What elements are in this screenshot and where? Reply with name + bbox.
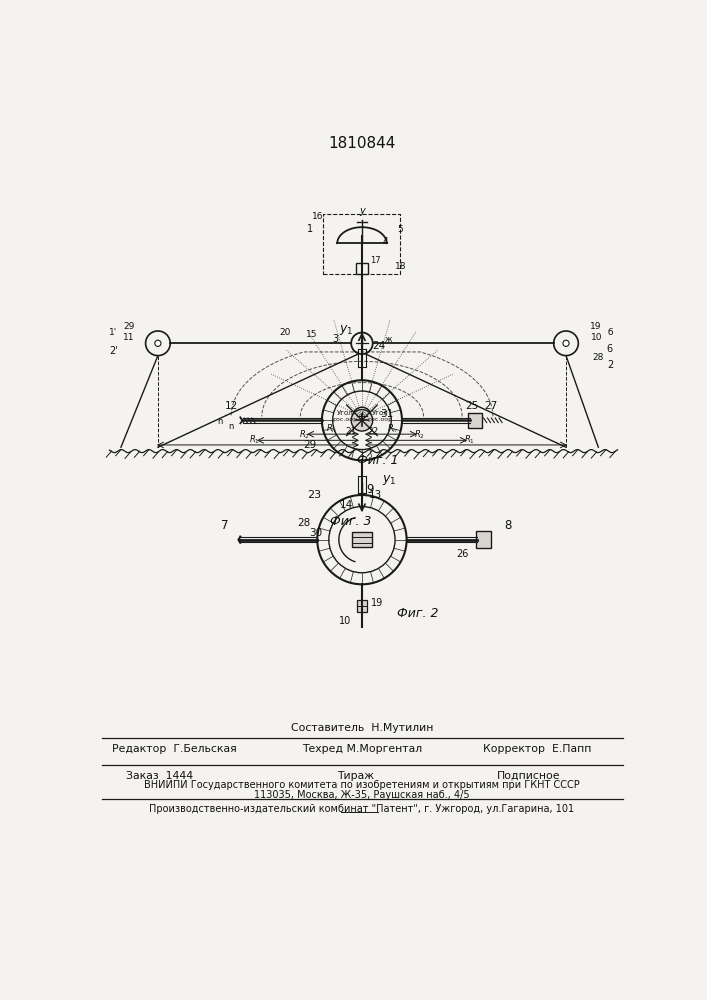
Text: Угол: Угол — [372, 410, 389, 416]
Bar — [357, 600, 366, 612]
Text: n: n — [228, 422, 234, 431]
Text: 9: 9 — [366, 483, 373, 496]
Text: Редактор  Г.Бельская: Редактор Г.Бельская — [112, 744, 238, 754]
Text: 26: 26 — [456, 549, 468, 559]
Text: рос.оор: рос.оор — [368, 417, 393, 422]
Text: $R_n$: $R_n$ — [326, 422, 337, 435]
Text: 21: 21 — [346, 427, 357, 436]
Text: 29: 29 — [123, 322, 134, 331]
Text: 6: 6 — [607, 344, 613, 354]
Text: 20: 20 — [279, 328, 291, 337]
Text: 30: 30 — [309, 528, 322, 538]
Text: 28: 28 — [298, 518, 311, 528]
Text: 14: 14 — [340, 500, 354, 510]
Text: 10: 10 — [591, 333, 602, 342]
Text: 5: 5 — [397, 225, 403, 234]
Text: Техред М.Моргентал: Техред М.Моргентал — [302, 744, 422, 754]
Text: 16: 16 — [312, 212, 323, 221]
Text: 2': 2' — [109, 346, 117, 356]
Bar — [476, 531, 491, 548]
Text: ВНИИПИ Государственного комитета по изобретениям и открытиям при ГКНТ СССР: ВНИИПИ Государственного комитета по изоб… — [144, 780, 580, 790]
Text: 28: 28 — [592, 353, 604, 362]
Text: 23: 23 — [307, 490, 321, 500]
Text: 22: 22 — [367, 427, 378, 436]
Text: 1: 1 — [307, 224, 312, 234]
Text: б: б — [607, 328, 613, 337]
Text: $y_1$: $y_1$ — [382, 473, 396, 487]
Text: $R_2$: $R_2$ — [299, 428, 310, 441]
Text: 1': 1' — [109, 328, 117, 337]
Text: Фиг. 1: Фиг. 1 — [356, 454, 398, 467]
Bar — [356, 263, 368, 274]
Text: 27: 27 — [485, 401, 498, 411]
Text: 24: 24 — [373, 341, 385, 351]
Text: ж: ж — [385, 335, 392, 344]
Text: Фиг. 3: Фиг. 3 — [329, 515, 371, 528]
Text: 18: 18 — [395, 262, 407, 271]
Text: 2: 2 — [607, 360, 613, 370]
Text: $y_1$: $y_1$ — [339, 323, 354, 337]
Text: 7: 7 — [221, 519, 228, 532]
Text: $R_n$: $R_n$ — [387, 422, 398, 435]
Text: Подписное: Подписное — [497, 771, 561, 781]
Text: 19: 19 — [371, 598, 383, 608]
Circle shape — [563, 340, 569, 346]
Text: 10: 10 — [339, 616, 351, 626]
Text: 1810844: 1810844 — [328, 136, 396, 151]
Text: 15: 15 — [306, 330, 317, 339]
Text: 17: 17 — [370, 256, 381, 265]
Text: Заказ  1444: Заказ 1444 — [126, 771, 193, 781]
Text: 3: 3 — [332, 334, 338, 344]
Text: $R_1$: $R_1$ — [249, 434, 259, 446]
Text: 4: 4 — [382, 237, 388, 246]
Text: Производственно-издательский комбинат "Патент", г. Ужгород, ул.Гагарина, 101: Производственно-издательский комбинат "П… — [149, 804, 575, 814]
Text: Угол: Угол — [337, 410, 354, 416]
Text: Фиг. 2: Фиг. 2 — [397, 607, 438, 620]
Text: Тираж: Тираж — [337, 771, 374, 781]
Text: 31: 31 — [380, 409, 393, 419]
Text: $R_1$: $R_1$ — [464, 434, 475, 446]
Text: $R_2$: $R_2$ — [414, 428, 425, 441]
Text: Составитель  Н.Мутилин: Составитель Н.Мутилин — [291, 723, 433, 733]
Text: Корректор  Е.Папп: Корректор Е.Папп — [483, 744, 591, 754]
Text: 8: 8 — [505, 519, 512, 532]
Text: 113035, Москва, Ж-35, Раушская наб., 4/5: 113035, Москва, Ж-35, Раушская наб., 4/5 — [254, 790, 469, 800]
Bar — [468, 413, 482, 428]
Text: 11: 11 — [123, 333, 134, 342]
Bar — [352, 532, 372, 547]
Text: 13: 13 — [369, 490, 382, 500]
Circle shape — [351, 410, 373, 431]
Text: n: n — [217, 417, 222, 426]
Text: 12: 12 — [224, 401, 238, 411]
Text: 29: 29 — [303, 440, 316, 450]
Text: y: y — [359, 206, 365, 216]
Text: рос.оор: рос.оор — [332, 417, 358, 422]
Circle shape — [155, 340, 161, 346]
Text: 19: 19 — [590, 322, 601, 331]
Text: 25: 25 — [465, 401, 479, 411]
